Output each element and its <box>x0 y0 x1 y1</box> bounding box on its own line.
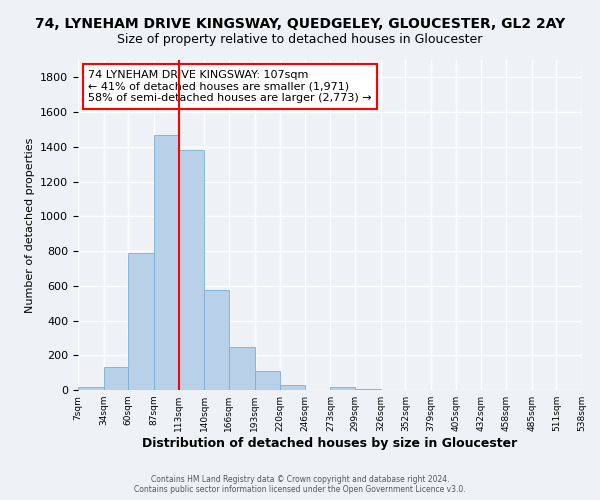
Bar <box>179 150 204 390</box>
Text: 74, LYNEHAM DRIVE KINGSWAY, QUEDGELEY, GLOUCESTER, GL2 2AY: 74, LYNEHAM DRIVE KINGSWAY, QUEDGELEY, G… <box>35 18 565 32</box>
Y-axis label: Number of detached properties: Number of detached properties <box>25 138 35 312</box>
Bar <box>128 253 154 390</box>
Text: Contains HM Land Registry data © Crown copyright and database right 2024.
Contai: Contains HM Land Registry data © Crown c… <box>134 474 466 494</box>
Bar <box>78 388 104 390</box>
X-axis label: Distribution of detached houses by size in Gloucester: Distribution of detached houses by size … <box>142 437 518 450</box>
Bar <box>104 368 128 390</box>
Text: Size of property relative to detached houses in Gloucester: Size of property relative to detached ho… <box>118 32 482 46</box>
Bar <box>229 346 254 390</box>
Bar <box>254 371 280 390</box>
Bar <box>204 290 229 390</box>
Text: 74 LYNEHAM DRIVE KINGSWAY: 107sqm
← 41% of detached houses are smaller (1,971)
5: 74 LYNEHAM DRIVE KINGSWAY: 107sqm ← 41% … <box>88 70 372 103</box>
Bar <box>331 386 355 390</box>
Bar <box>355 389 381 390</box>
Bar <box>154 134 179 390</box>
Bar <box>280 385 305 390</box>
